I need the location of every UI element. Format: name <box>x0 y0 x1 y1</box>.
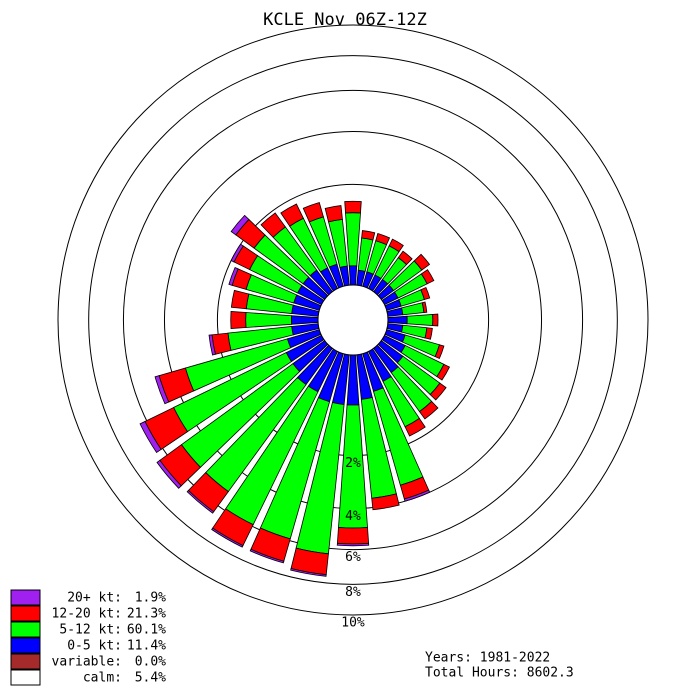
ring-label: 2% <box>345 456 361 471</box>
wedge-segment <box>230 311 247 329</box>
legend-swatch <box>10 589 41 606</box>
wedge-segment <box>290 315 319 325</box>
wedge-segment <box>336 527 370 545</box>
legend-value: 5.4% <box>135 671 166 686</box>
wedge-segment <box>249 548 285 564</box>
ring-label: 4% <box>345 509 361 524</box>
legend-swatch <box>10 669 41 686</box>
wedge-segment <box>361 230 376 241</box>
wedge-segment <box>336 542 370 547</box>
wedge-segment <box>208 334 216 356</box>
wedge-segment <box>406 314 434 326</box>
legend-swatch <box>10 621 41 638</box>
legend-label: 20+ kt: <box>67 591 122 606</box>
wedge-segment <box>156 459 182 489</box>
wedge-segment <box>436 363 451 381</box>
wedge-segment <box>344 200 362 214</box>
legend-label: 0-5 kt: <box>67 639 122 654</box>
grid-ring <box>57 24 649 616</box>
wedge-segment <box>429 382 447 401</box>
wedge-segment <box>434 344 445 360</box>
wedge-segment <box>186 489 215 514</box>
grid-ring <box>122 89 584 551</box>
wedge-segment <box>230 243 244 263</box>
wedge-segment <box>413 253 431 271</box>
wedge-segment <box>420 287 431 301</box>
legend-swatch <box>10 605 41 622</box>
wedge-segment <box>420 269 435 285</box>
grid-ring <box>88 55 618 585</box>
wedge-segment <box>230 214 250 236</box>
legend-value: 11.4% <box>127 639 166 654</box>
footer-note: Years: 1981-2022 <box>425 651 550 666</box>
legend-swatch <box>10 653 41 670</box>
wedge-segment <box>211 527 244 548</box>
wedge-segment <box>421 301 428 313</box>
wedge-segment <box>418 400 439 420</box>
wedge-segment <box>290 567 327 577</box>
legend-label: 5-12 kt: <box>59 623 122 638</box>
wedge-segment <box>230 289 250 310</box>
wedge-segment <box>302 201 324 223</box>
wedge-segment <box>388 238 404 253</box>
wedge-segment <box>432 313 439 327</box>
legend-value: 21.3% <box>127 607 166 622</box>
wedge-segment <box>371 493 400 511</box>
wedge-segment <box>139 420 162 454</box>
ring-label: 8% <box>345 585 361 600</box>
ring-label: 10% <box>341 616 365 631</box>
chart-title: KCLE Nov 06Z-12Z <box>263 10 427 30</box>
wedge-segment <box>424 327 433 340</box>
wedge-segment <box>228 266 239 286</box>
legend-label: calm: <box>83 671 122 686</box>
wedge-segment <box>280 203 304 227</box>
legend-value: 60.1% <box>127 623 166 638</box>
legend-label: 12-20 kt: <box>52 607 122 622</box>
legend-value: 0.0% <box>135 655 166 670</box>
wedge-segment <box>260 212 286 238</box>
ring-label: 6% <box>345 550 361 565</box>
legend-value: 1.9% <box>135 591 166 606</box>
wedge-segment <box>404 417 426 437</box>
wedge-segment <box>348 265 358 286</box>
legend-swatch <box>10 637 41 654</box>
wedge-segment <box>403 489 431 502</box>
wedge-segment <box>397 250 413 266</box>
footer-note: Total Hours: 8602.3 <box>425 666 574 681</box>
wedge-segment <box>375 233 391 246</box>
wedge-segment <box>387 315 408 325</box>
legend-label: variable: <box>52 655 122 670</box>
wedge-segment <box>324 205 343 223</box>
wedge-segment <box>154 375 170 405</box>
calm-hole <box>317 284 389 356</box>
